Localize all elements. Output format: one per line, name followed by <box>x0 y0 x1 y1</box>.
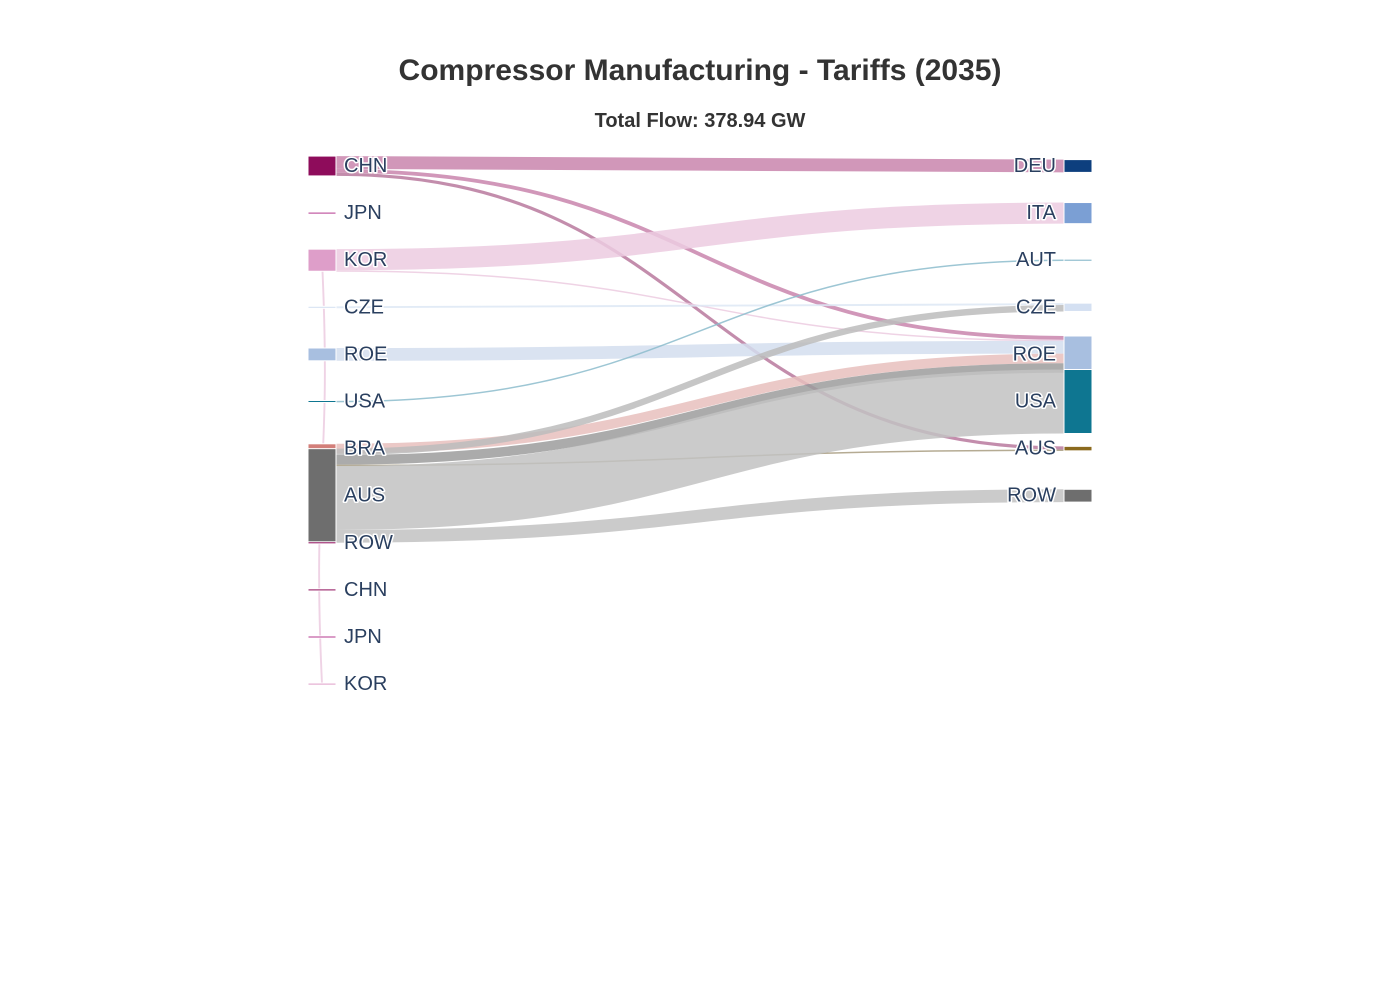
sankey-link-aus-to-roe[interactable] <box>335 363 1065 465</box>
sankey-node-target-deu[interactable] <box>1063 159 1093 173</box>
sankey-node-label-source-jpn: JPN <box>344 202 382 224</box>
sankey-node-label-source-roe: ROE <box>344 343 387 365</box>
chart-title: Compressor Manufacturing - Tariffs (2035… <box>399 54 1002 87</box>
sankey-node-label-source-jpn: JPN <box>344 626 382 648</box>
sankey-node-label-source-usa: USA <box>344 391 386 413</box>
sankey-node-source-roe[interactable] <box>307 347 337 362</box>
sankey-link-aus-to-usa[interactable] <box>335 369 1065 530</box>
sankey-link-aus-to-row[interactable] <box>335 489 1065 543</box>
sankey-node-target-aut[interactable] <box>1063 258 1093 262</box>
sankey-node-label-target-aus: AUS <box>1015 438 1056 460</box>
sankey-node-label-target-ita: ITA <box>1026 202 1056 224</box>
sankey-link-roe-to-roe[interactable] <box>335 340 1065 361</box>
sankey-link-chn-to-deu[interactable] <box>335 156 1065 173</box>
sankey-node-source-cze[interactable] <box>307 305 337 309</box>
labels-layer: CHN JPN KOR CZE ROE USA BRA AUS ROW CHN JPN KOR DEU I… <box>343 154 1059 697</box>
sankey-node-label-source-cze: CZE <box>344 296 384 318</box>
sankey-node-target-cze[interactable] <box>1063 302 1093 312</box>
sankey-node-label-source-bra: BRA <box>344 438 386 460</box>
sankey-node-label-target-roe: ROE <box>1013 343 1056 365</box>
sankey-node-label-source-kor: KOR <box>344 249 387 271</box>
sankey-node-target-row[interactable] <box>1063 488 1093 503</box>
sankey-node-label-source-kor: KOR <box>344 673 387 695</box>
chart-subtitle: Total Flow: 378.94 GW <box>595 110 806 132</box>
sankey-link-aus-to-cze[interactable] <box>335 305 1065 456</box>
sankey-node-target-usa[interactable] <box>1063 369 1093 434</box>
sankey-node-source-kor[interactable] <box>307 248 337 272</box>
sankey-node-label-target-row: ROW <box>1007 485 1056 507</box>
sankey-node-source-aus[interactable] <box>307 448 337 544</box>
sankey-node-label-source-aus: AUS <box>344 485 385 507</box>
sankey-node-source-row[interactable] <box>307 541 337 545</box>
sankey-link-cze-to-cze[interactable] <box>335 303 1065 309</box>
sankey-node-source-chn[interactable] <box>307 588 337 592</box>
sankey-node-target-ita[interactable] <box>1063 202 1093 225</box>
sankey-node-target-roe[interactable] <box>1063 335 1093 374</box>
sankey-node-label-target-aut: AUT <box>1016 249 1056 271</box>
sankey-node-label-source-row: ROW <box>344 532 393 554</box>
sankey-node-label-source-chn: CHN <box>344 579 387 601</box>
sankey-node-source-usa[interactable] <box>307 400 337 403</box>
sankey-node-source-jpn[interactable] <box>307 635 337 639</box>
sankey-node-source-chn[interactable] <box>307 155 337 177</box>
sankey-node-label-target-usa: USA <box>1015 391 1057 413</box>
sankey-node-target-aus[interactable] <box>1063 445 1093 452</box>
sankey-node-label-source-chn: CHN <box>344 155 387 177</box>
sankey-node-label-target-deu: DEU <box>1014 155 1056 177</box>
links-layer <box>318 156 1065 685</box>
nodes-layer <box>307 155 1093 686</box>
sankey-link-chn-to-roe[interactable] <box>335 168 1065 340</box>
sankey-link-kor-to-ita[interactable] <box>335 202 1065 271</box>
sankey-link-usa-to-aut[interactable] <box>335 259 1065 403</box>
sankey-node-source-kor[interactable] <box>307 682 337 686</box>
sankey-node-source-jpn[interactable] <box>307 211 337 215</box>
sankey-node-label-target-cze: CZE <box>1016 296 1056 318</box>
